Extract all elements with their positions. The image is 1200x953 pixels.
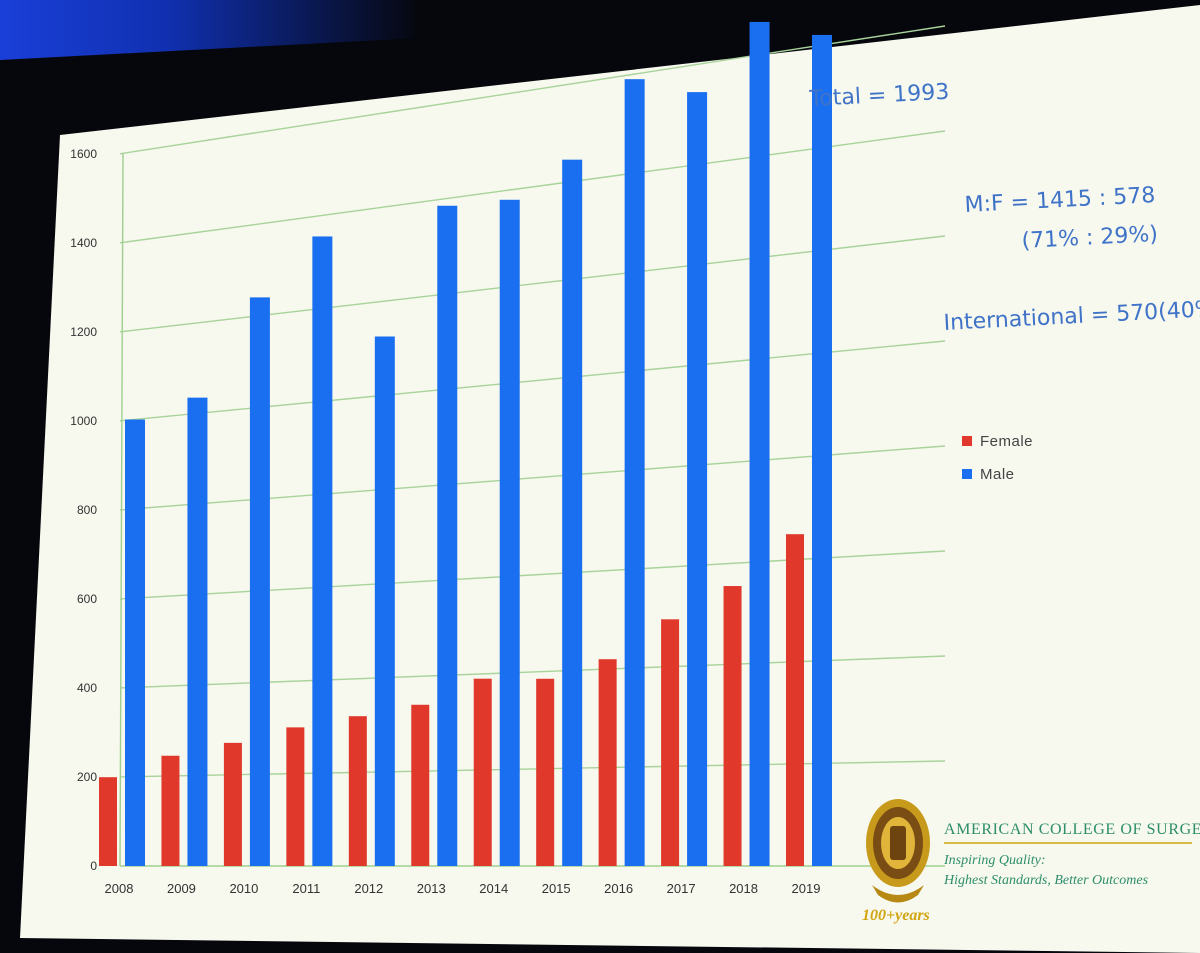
y-tick-label: 1000 [70,414,97,428]
gridline-1400 [119,130,946,244]
bar-female-2009 [161,755,180,866]
legend-male-swatch [962,469,972,479]
y-tick-label: 1200 [70,325,97,339]
bar-chart: 0 200 400 600 800 1000 1200 1400 1600 2008 2009 201… [70,21,946,896]
legend-female-swatch [962,436,972,446]
gridline-1600 [119,25,946,155]
bar-male-2017 [687,92,708,867]
bar-male-2018 [749,21,770,866]
y-tick-label: 0 [90,859,97,873]
legend-male-label: Male [980,466,1015,483]
bar-male-2009 [187,397,208,866]
bar-male-2015 [562,159,583,866]
acs-tagline-2: Highest Standards, Better Outcomes [943,873,1149,888]
y-tick-label: 800 [77,503,97,517]
x-tick-label: 2010 [229,881,258,896]
x-tick-label: 2014 [479,881,508,896]
bar-male-2010 [249,297,270,866]
x-tick-label: 2019 [792,881,821,896]
bar-male-2019 [812,34,832,867]
x-tick-label: 2009 [167,881,196,896]
bar-female-2013 [411,704,430,866]
bar-female-2008 [99,777,117,866]
legend: Female Male [962,433,1033,483]
x-tick-label: 2008 [105,881,134,896]
y-tick-label: 400 [77,681,97,695]
x-tick-label: 2018 [729,881,758,896]
acs-org-name: American College of Surgeons [944,821,1200,838]
bar-male-2013 [437,205,458,866]
x-tick-label: 2013 [417,881,446,896]
x-tick-label: 2012 [354,881,383,896]
x-tick-label: 2015 [542,881,571,896]
y-axis-line [119,153,124,867]
bar-female-2015 [536,678,555,866]
bar-female-2012 [348,716,367,866]
bar-male-2012 [374,336,395,866]
bar-female-2019 [786,534,804,866]
y-tick-label: 1400 [70,236,97,250]
bar-male-2014 [499,199,520,867]
acs-100-years: 100+years [862,907,930,924]
bar-female-2018 [723,586,742,866]
bar-male-2011 [312,236,333,866]
bar-female-2010 [223,742,242,866]
bar-female-2017 [661,619,680,866]
y-tick-label: 600 [77,592,97,606]
legend-female-label: Female [980,433,1033,450]
acs-seal-icon [866,799,930,903]
y-tick-label: 1600 [70,147,97,161]
bar-female-2014 [473,678,492,866]
bar-female-2011 [286,727,305,866]
y-tick-label: 200 [77,770,97,784]
x-tick-label: 2016 [604,881,633,896]
acs-tagline-1: Inspiring Quality: [943,853,1046,868]
bar-female-2016 [598,659,617,866]
bar-male-2008 [125,419,145,866]
x-tick-label: 2011 [292,881,320,896]
bar-male-2016 [624,79,645,866]
acs-branding: American College of Surgeons Inspiring Q… [862,799,1200,924]
x-tick-label: 2017 [667,881,696,896]
